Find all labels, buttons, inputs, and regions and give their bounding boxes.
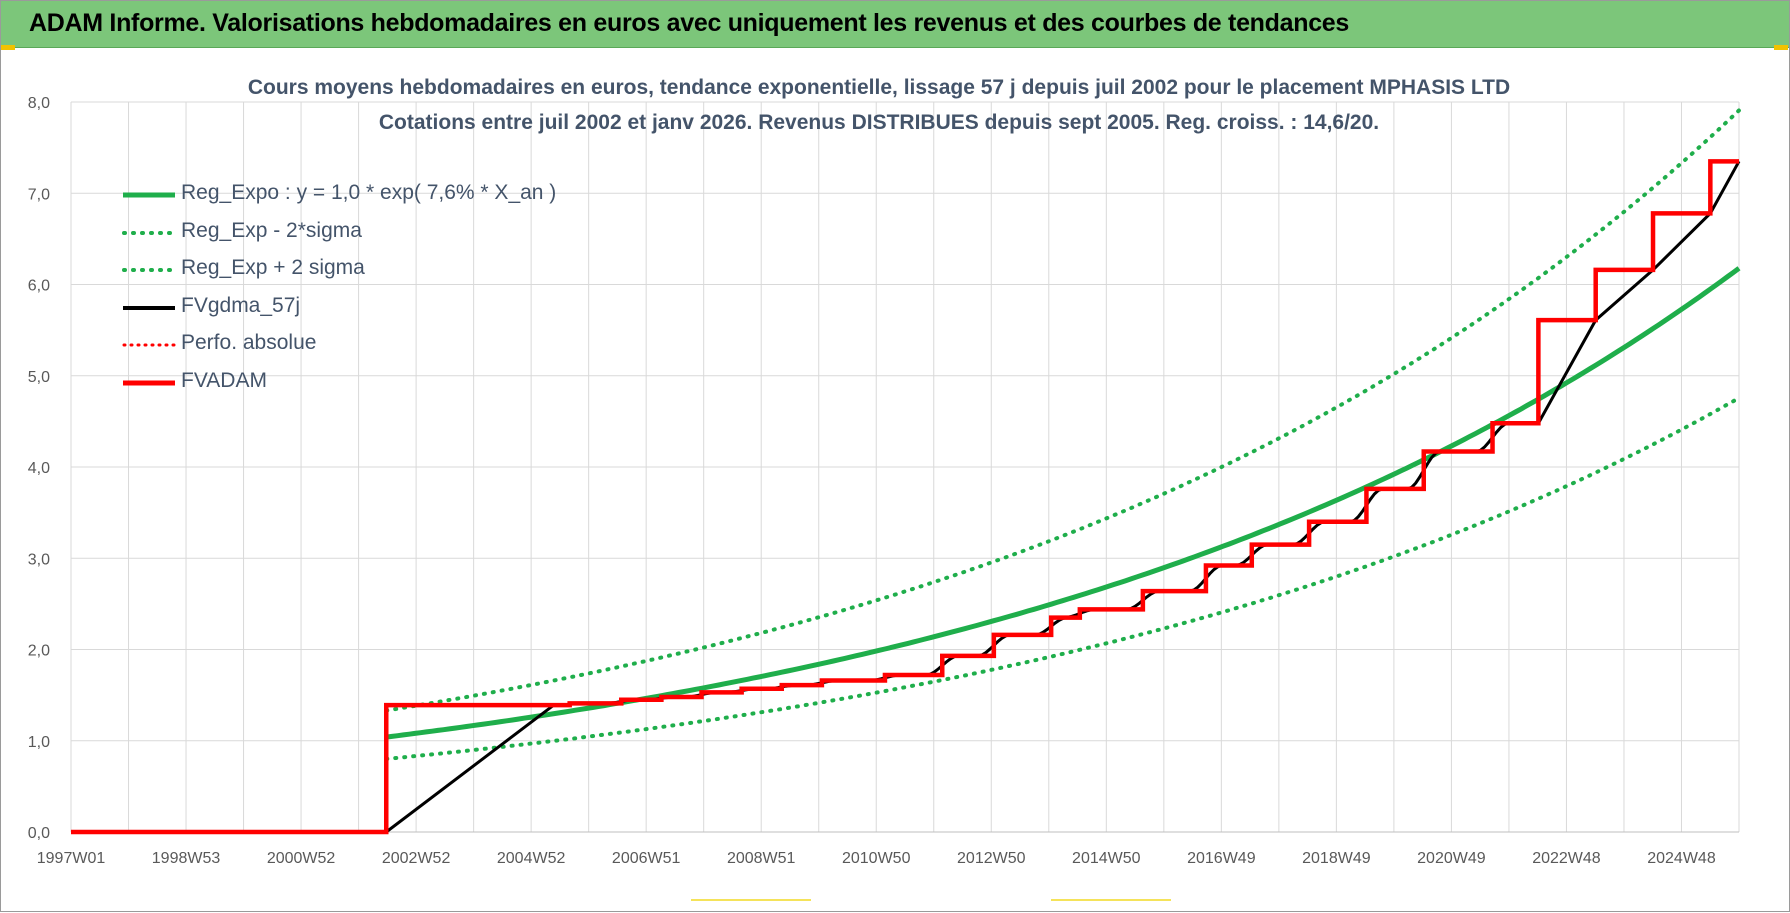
- y-tick-label: 8,0: [28, 95, 50, 112]
- x-tick-label: 2018W49: [1302, 850, 1371, 867]
- series: [71, 108, 1741, 835]
- legend-swatch: [123, 305, 175, 310]
- legend-label: Perfo. absolue: [181, 331, 317, 354]
- y-tick-label: 5,0: [28, 369, 50, 386]
- legend-swatch: [122, 230, 177, 235]
- grid: [70, 101, 1740, 833]
- legend-label: Reg_Expo : y = 1,0 * exp( 7,6% * X_an ): [181, 181, 557, 204]
- y-tick-label: 6,0: [28, 278, 50, 295]
- legend-label: Reg_Exp - 2*sigma: [181, 218, 362, 242]
- legend-label: FVgdma_57j: [181, 293, 301, 317]
- series-reg-exp-plus-2-sigma: [384, 108, 1741, 713]
- x-tick-label: 2022W48: [1532, 850, 1601, 867]
- x-tick-label: 2012W50: [957, 850, 1026, 867]
- x-tick-label: 2006W51: [612, 850, 681, 867]
- x-tick-label: 1998W53: [152, 850, 221, 867]
- legend-swatch: [123, 380, 175, 385]
- legend-swatch: [122, 268, 177, 272]
- chart-subtitle: Cotations entre juil 2002 et janv 2026. …: [378, 111, 1380, 134]
- x-tick-label: 1997W01: [37, 850, 106, 867]
- x-tick-label: 2010W50: [842, 850, 911, 867]
- banner: ADAM Informe. Valorisations hebdomadaire…: [1, 1, 1789, 48]
- x-tick-label: 2016W49: [1187, 850, 1256, 867]
- axis-labels: 0,0 1,0 2,0 3,0 4,0 5,0 6,0 7,0 8,0 1997W01 1998W5…: [28, 95, 1716, 867]
- x-tick-label: 2004W52: [497, 850, 566, 867]
- chart-title: Cours moyens hebdomadaires en euros, ten…: [247, 76, 1511, 99]
- x-tick-label: 2000W52: [267, 850, 336, 867]
- series-fvadam: [71, 159, 1739, 835]
- legend-label: FVADAM: [181, 368, 267, 392]
- y-tick-label: 4,0: [28, 460, 50, 477]
- bottom-accent: [1051, 899, 1171, 901]
- legend-swatch: [123, 192, 175, 198]
- y-tick-label: 1,0: [28, 734, 50, 751]
- x-tick-label: 2020W49: [1417, 850, 1486, 867]
- legend-label: Reg_Exp + 2 sigma: [181, 256, 365, 279]
- x-tick-label: 2002W52: [382, 850, 451, 867]
- y-tick-label: 2,0: [28, 643, 50, 660]
- corner-accent: [1, 45, 15, 50]
- banner-title: ADAM Informe. Valorisations hebdomadaire…: [29, 9, 1350, 37]
- series-reg-exp-minus-2-sigma: [384, 395, 1741, 761]
- y-tick-label: 7,0: [28, 186, 50, 203]
- legend-swatch: [122, 343, 177, 347]
- y-tick-label: 0,0: [28, 825, 50, 842]
- x-tick-label: 2024W48: [1647, 850, 1716, 867]
- x-tick-label: 2008W51: [727, 850, 796, 867]
- series-reg-expo: [385, 266, 1741, 740]
- corner-accent: [1774, 45, 1788, 50]
- y-tick-label: 3,0: [28, 551, 50, 568]
- x-tick-label: 2014W50: [1072, 850, 1141, 867]
- bottom-accent: [691, 899, 811, 901]
